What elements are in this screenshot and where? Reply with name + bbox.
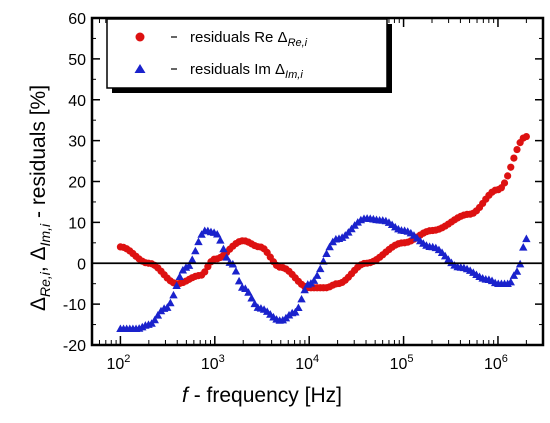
series-re [116,132,530,292]
data-point [184,261,194,269]
y-tick-label: 30 [68,134,86,151]
legend-label: residuals Im ΔIm,i [190,61,303,81]
data-point [509,271,519,279]
data-point [188,255,197,263]
series-im [116,214,531,333]
y-tick-label: 0 [77,256,86,273]
data-point [300,285,309,294]
data-point [512,267,522,275]
data-point [325,242,334,251]
data-point [522,132,530,141]
series-layer [116,132,531,333]
data-point [504,172,512,180]
data-point [513,145,521,154]
y-tick-label: 10 [68,215,86,232]
legend: residuals Re ΔRe,i residuals Im ΔIm,i [106,18,392,93]
data-point [294,303,303,312]
data-point [522,234,531,243]
y-tick-label: 20 [68,175,86,192]
data-point [219,244,228,253]
data-point [191,246,200,255]
data-point [153,311,163,319]
data-point [201,268,209,276]
y-tick-label: -20 [63,338,86,355]
x-tick-label: 103 [201,353,225,373]
data-point [175,272,184,281]
data-point [312,271,322,279]
data-point [519,243,528,251]
data-point [316,264,325,273]
y-tick-label: 60 [68,11,86,28]
data-point [291,307,300,316]
data-point [213,229,222,238]
data-point [507,163,515,171]
data-point [309,276,319,284]
data-point [297,294,306,303]
data-point [150,315,159,324]
x-tick-label: 102 [106,353,130,373]
data-point [322,249,331,257]
data-point [244,288,253,296]
data-point [216,236,225,244]
y-tick-label: -10 [63,297,86,314]
data-point [247,293,256,302]
data-point [172,281,181,289]
y-axis-title: ΔRe,i, ΔIm,i - residuals [%] [27,85,53,311]
data-point [506,277,515,286]
legend-marker-re [135,32,145,42]
y-tick-label: 40 [68,93,86,110]
legend-label: residuals Re ΔRe,i [190,29,308,49]
data-point [234,276,244,285]
x-tick-label: 106 [484,353,508,373]
x-axis-title: f - frequency [Hz] [182,384,342,407]
data-point [510,154,518,162]
x-tick-label: 105 [390,353,414,373]
data-point [194,237,203,246]
data-point [163,303,172,311]
data-point [222,253,231,261]
legend-box [106,18,388,89]
y-tick-label: 50 [68,52,86,69]
data-point [166,298,175,307]
legend-marker-im [134,64,146,73]
data-point [500,179,509,187]
data-point [231,266,241,275]
x-tick-label: 104 [295,353,319,373]
data-point [169,290,178,299]
